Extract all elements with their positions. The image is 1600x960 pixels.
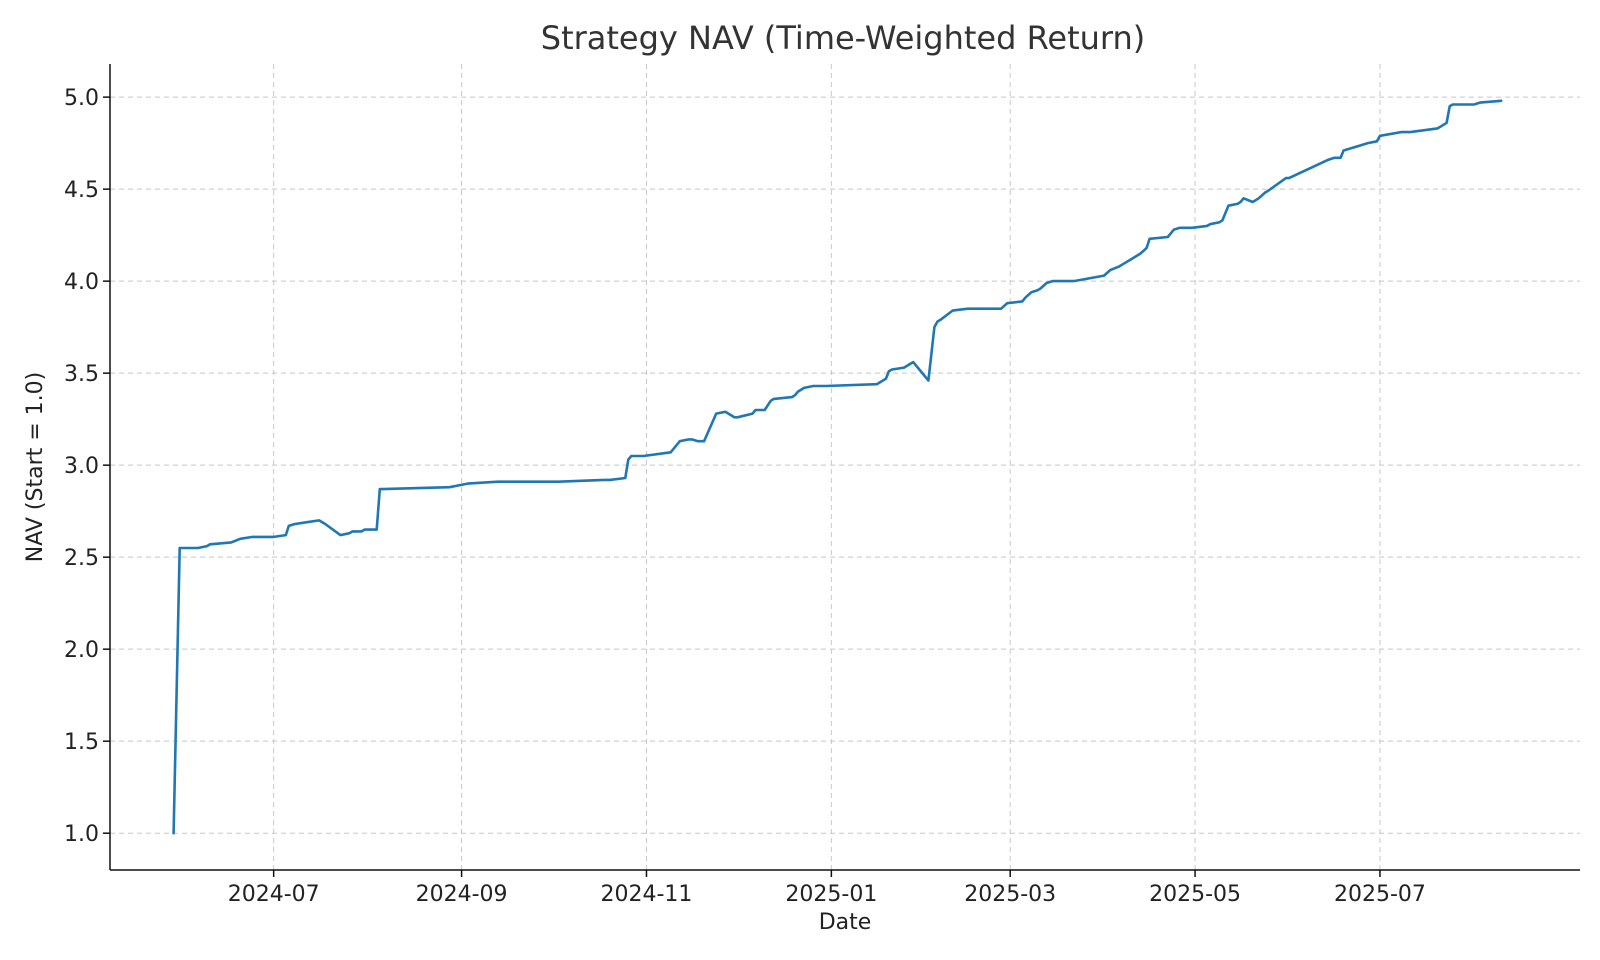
grid (110, 64, 1580, 870)
x-axis-label: Date (819, 910, 872, 935)
x-tick-label: 2025-07 (1334, 882, 1426, 907)
x-axis-ticks: 2024-07 2024-09 2024-11 2025-01 2025-03 2025-… (228, 870, 1426, 907)
x-tick-label: 2024-09 (416, 882, 508, 907)
nav-series-line (172, 99, 1503, 835)
y-tick-label: 4.5 (64, 178, 99, 203)
y-tick-label: 2.0 (64, 638, 99, 663)
y-tick-label: 5.0 (64, 86, 99, 111)
x-tick-label: 2024-11 (601, 882, 693, 907)
x-tick-label: 2025-05 (1149, 882, 1241, 907)
y-tick-label: 3.0 (64, 454, 99, 479)
y-tick-label: 1.5 (64, 730, 99, 755)
y-tick-label: 1.0 (64, 822, 99, 847)
series-layer (172, 99, 1503, 835)
x-tick-label: 2024-07 (228, 882, 320, 907)
y-tick-label: 3.5 (64, 362, 99, 387)
y-tick-label: 4.0 (64, 270, 99, 295)
y-tick-label: 2.5 (64, 546, 99, 571)
x-tick-label: 2025-01 (785, 882, 877, 907)
chart-title: Strategy NAV (Time-Weighted Return) (541, 19, 1146, 57)
x-tick-label: 2025-03 (964, 882, 1056, 907)
y-axis-ticks: 1.0 1.5 2.0 2.5 3.0 3.5 4.0 4.5 5.0 (64, 86, 110, 847)
y-axis-label: NAV (Start = 1.0) (23, 372, 48, 562)
